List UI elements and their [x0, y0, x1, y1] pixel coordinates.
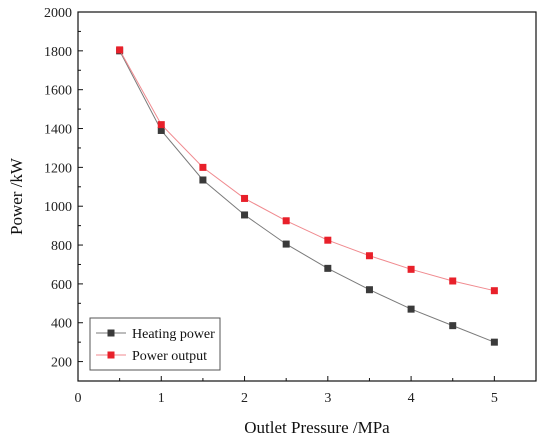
data-point [365, 286, 373, 294]
x-tick-label: 5 [491, 391, 498, 406]
legend-marker [107, 329, 115, 337]
legend-label: Power output [132, 349, 207, 364]
data-point [241, 211, 249, 219]
y-tick-label: 1200 [44, 161, 72, 176]
x-tick-label: 3 [324, 391, 331, 406]
x-tick-label: 1 [158, 391, 165, 406]
y-tick-label: 1600 [44, 84, 72, 99]
data-point [199, 163, 207, 171]
legend-label: Heating power [132, 327, 215, 342]
y-axis-ticks: 200 400 600 800 1000 1200 1400 1600 1800 2000 [44, 6, 83, 382]
series-line [119, 49, 495, 292]
y-tick-label: 400 [51, 317, 72, 332]
y-tick-label: 2000 [44, 6, 72, 21]
data-point [324, 264, 332, 272]
x-axis-title: Outlet Pressure /MPa [244, 418, 390, 437]
x-tick-label: 4 [408, 391, 415, 406]
y-tick-label: 1800 [44, 45, 72, 60]
x-tick-label: 2 [241, 391, 248, 406]
y-tick-label: 600 [51, 278, 72, 293]
plot-frame [77, 11, 537, 382]
data-point [449, 277, 457, 285]
data-point [490, 338, 498, 346]
plot-border [77, 11, 537, 382]
data-point [241, 194, 249, 202]
x-tick-label: 0 [75, 391, 82, 406]
y-tick-label: 1400 [44, 123, 72, 138]
data-point [157, 121, 165, 129]
data-point [282, 217, 290, 225]
legend: Heating power Power output [89, 317, 221, 371]
data-point [449, 322, 457, 330]
data-point [157, 126, 165, 134]
data-point [282, 240, 290, 248]
y-axis-title: Power /kW [7, 157, 26, 235]
data-point [407, 305, 415, 313]
y-tick-label: 200 [51, 356, 72, 371]
legend-marker [107, 351, 115, 359]
y-tick-label: 1000 [44, 200, 72, 215]
series-power-output [116, 46, 498, 295]
x-axis-ticks: 0 1 2 3 4 5 [75, 376, 498, 406]
series-heating-power [116, 47, 498, 346]
data-point [116, 46, 124, 54]
series-layer [116, 46, 498, 346]
legend-box [89, 317, 221, 371]
data-point [365, 252, 373, 260]
series-line [119, 50, 495, 343]
data-point [324, 236, 332, 244]
y-tick-label: 800 [51, 239, 72, 254]
data-point [490, 287, 498, 295]
data-point [199, 176, 207, 184]
data-point [407, 265, 415, 273]
